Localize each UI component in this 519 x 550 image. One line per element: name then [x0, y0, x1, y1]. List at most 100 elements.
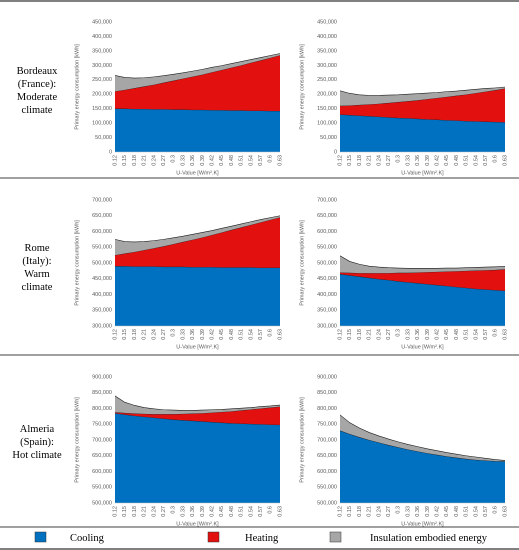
y-tick-label: 300,000: [317, 63, 337, 69]
legend-swatch: [207, 531, 220, 543]
y-tick-label: 50,000: [95, 135, 112, 141]
y-axis-label: Primary energy consumption [kWh]: [74, 220, 80, 306]
x-tick-label: 0.33: [405, 506, 411, 517]
y-tick-label: 850,000: [92, 390, 112, 396]
y-tick-label: 400,000: [92, 34, 112, 40]
y-tick-label: 450,000: [92, 276, 112, 282]
x-tick-label: 0.21: [142, 329, 148, 340]
x-tick-label: 0.57: [483, 506, 489, 517]
y-tick-label: 700,000: [92, 437, 112, 443]
y-axis-label: Primary energy consumption [kWh]: [74, 44, 80, 130]
area-0: [340, 430, 505, 503]
x-tick-label: 0.21: [367, 329, 373, 340]
y-tick-label: 0: [109, 149, 112, 155]
row-label: (Spain):: [20, 437, 54, 448]
y-tick-label: 400,000: [92, 292, 112, 298]
x-tick-label: 0.48: [454, 506, 460, 517]
x-tick-label: 0.63: [502, 155, 508, 166]
x-tick-label: 0.54: [473, 155, 479, 166]
area-2: [340, 87, 505, 106]
y-tick-label: 800,000: [317, 406, 337, 412]
x-tick-label: 0.42: [210, 155, 216, 166]
x-tick-label: 0.45: [219, 155, 225, 166]
x-tick-label: 0.45: [444, 329, 450, 340]
x-tick-label: 0.48: [229, 329, 235, 340]
x-tick-label: 0.36: [415, 329, 421, 340]
y-tick-label: 300,000: [317, 323, 337, 329]
x-tick-label: 0.45: [219, 329, 225, 340]
y-tick-label: 200,000: [317, 92, 337, 98]
x-tick-label: 0.15: [347, 329, 353, 340]
x-tick-label: 0.24: [151, 155, 157, 166]
x-tick-label: 0.33: [405, 329, 411, 340]
x-tick-label: 0.42: [435, 329, 441, 340]
x-tick-label: 0.39: [425, 155, 431, 166]
x-tick-label: 0.21: [142, 155, 148, 166]
x-tick-label: 0.54: [248, 155, 254, 166]
x-tick-label: 0.42: [210, 506, 216, 517]
y-tick-label: 600,000: [92, 229, 112, 235]
x-tick-label: 0.45: [219, 506, 225, 517]
area-0: [340, 274, 505, 326]
x-tick-label: 0.18: [132, 506, 138, 517]
x-tick-label: 0.3: [396, 506, 402, 514]
area-1: [340, 269, 505, 291]
x-tick-label: 0.42: [210, 329, 216, 340]
x-axis-label: U-Value [W/m².K]: [401, 344, 444, 350]
y-tick-label: 500,000: [92, 500, 112, 506]
area-edge: [340, 86, 505, 96]
area-2: [340, 414, 505, 462]
y-tick-label: 550,000: [92, 485, 112, 491]
x-tick-label: 0.27: [161, 506, 167, 517]
x-tick-label: 0.63: [502, 506, 508, 517]
x-tick-label: 0.12: [112, 155, 118, 166]
x-tick-label: 0.63: [277, 155, 283, 166]
x-tick-label: 0.24: [376, 329, 382, 340]
x-tick-label: 0.12: [337, 329, 343, 340]
x-tick-label: 0.57: [483, 329, 489, 340]
y-axis-label: Primary energy consumption [kWh]: [299, 220, 305, 306]
legend-label: Cooling: [70, 533, 105, 544]
y-tick-label: 550,000: [317, 485, 337, 491]
x-tick-label: 0.54: [248, 329, 254, 340]
y-tick-label: 650,000: [92, 453, 112, 459]
y-tick-label: 850,000: [317, 390, 337, 396]
legend-swatch: [34, 531, 47, 543]
legend-label: Heating: [245, 533, 279, 544]
y-tick-label: 500,000: [92, 260, 112, 266]
area-1: [115, 55, 280, 111]
plot: [115, 215, 280, 326]
x-tick-label: 0.27: [161, 329, 167, 340]
x-axis-label: U-Value [W/m².K]: [176, 344, 219, 350]
x-tick-label: 0.63: [277, 506, 283, 517]
x-tick-label: 0.54: [473, 329, 479, 340]
x-tick-label: 0.51: [464, 506, 470, 517]
x-tick-label: 0.51: [239, 329, 245, 340]
x-tick-label: 0.15: [347, 506, 353, 517]
y-tick-label: 100,000: [317, 121, 337, 127]
x-tick-label: 0.39: [200, 329, 206, 340]
x-tick-label: 0.57: [258, 155, 264, 166]
y-tick-label: 700,000: [317, 437, 337, 443]
x-tick-label: 0.6: [268, 155, 274, 163]
y-tick-label: 600,000: [317, 469, 337, 475]
row-label: Bordeaux: [17, 66, 59, 77]
x-tick-label: 0.18: [357, 506, 363, 517]
y-axis-label: Primary energy consumption [kWh]: [74, 397, 80, 483]
x-tick-label: 0.3: [171, 155, 177, 163]
x-tick-label: 0.57: [483, 155, 489, 166]
x-tick-label: 0.3: [396, 329, 402, 337]
y-tick-label: 150,000: [317, 106, 337, 112]
x-tick-label: 0.21: [367, 155, 373, 166]
area-0: [115, 413, 280, 503]
y-tick-label: 300,000: [92, 63, 112, 69]
y-tick-label: 150,000: [92, 106, 112, 112]
legend-swatch: [329, 531, 342, 543]
row-label: Moderate: [17, 92, 58, 103]
x-tick-label: 0.6: [493, 506, 499, 514]
x-tick-label: 0.15: [122, 506, 128, 517]
x-tick-label: 0.27: [386, 155, 392, 166]
y-tick-label: 200,000: [92, 92, 112, 98]
y-tick-label: 450,000: [92, 19, 112, 25]
y-tick-label: 650,000: [317, 453, 337, 459]
